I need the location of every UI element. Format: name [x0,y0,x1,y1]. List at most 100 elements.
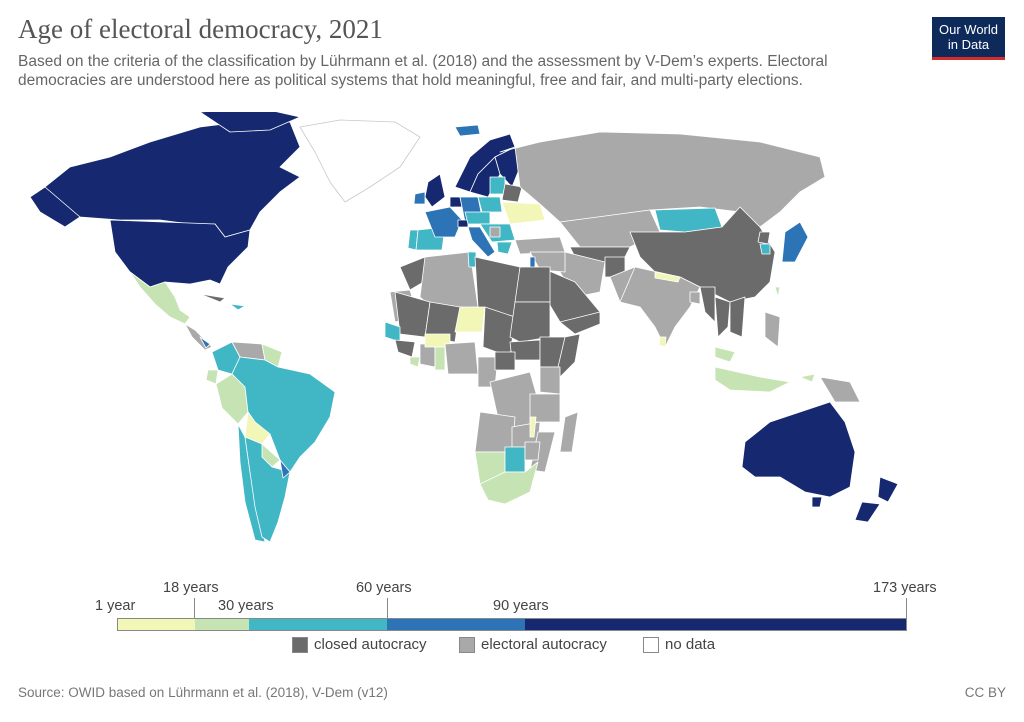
region-south-africa [479,461,539,505]
region-baltics [489,176,506,195]
region-car [494,351,516,371]
legend-tick-60 [387,598,388,618]
region-malawi [529,416,537,438]
legend-label-90-years: 90 years [493,598,549,614]
region-tasmania [811,496,823,508]
region-ivory-coast [419,343,436,368]
region-timor [799,373,816,383]
region-new-zealand-n [877,476,899,503]
region-ghana [434,346,446,371]
legend-color-scale[interactable] [117,618,907,631]
legend-segment-5 [525,619,906,630]
region-cuba [199,293,226,303]
region-vietnam [729,296,746,338]
region-switzerland [457,219,469,228]
region-poland [477,196,503,213]
region-serbia [489,226,501,238]
legend-electoral-autocracy[interactable]: electoral autocracy [459,636,607,653]
legend-segment-1 [118,619,195,630]
region-canada-arctic [199,112,301,133]
region-liberia-sierra [409,356,421,368]
owid-logo[interactable]: Our World in Data [932,17,1005,60]
region-france [424,206,463,238]
legend-electoral-autocracy-label: electoral autocracy [481,636,607,653]
region-somalia [557,333,581,378]
region-mexico [129,271,191,325]
legend-no-data[interactable]: no data [643,636,715,653]
region-alaska [29,186,81,228]
legend-closed-autocracy-label: closed autocracy [314,636,427,653]
logo-line-2: in Data [947,37,990,52]
legend-label-30-years: 30 years [218,598,274,614]
region-yemen-oman [559,311,601,335]
source-note: Source: OWID based on Lührmann et al. (2… [18,685,388,700]
legend-swatch-no-data [643,636,659,653]
region-malaysia [714,346,736,363]
region-japan [781,221,809,263]
legend-label-60-years: 60 years [356,580,412,596]
region-belarus [501,183,523,203]
region-senegal-gambia [384,321,401,343]
region-egypt [514,266,551,303]
legend-label-1-year: 1 year [95,598,136,614]
world-map[interactable] [0,112,1024,552]
legend-label-18-years: 18 years [163,580,219,596]
region-uruguay [279,459,291,479]
region-costa-rica [199,336,211,349]
region-bolivia [244,411,271,445]
region-angola [474,411,516,453]
region-png [819,376,861,403]
region-greenland [299,119,421,203]
chart-subtitle: Based on the criteria of the classificat… [18,53,828,89]
region-sudan [509,301,551,343]
legend-segment-4 [387,619,525,630]
legend-segment-2 [195,619,249,630]
region-ukraine [501,201,546,225]
region-argentina [244,436,291,543]
logo-line-1: Our World [939,22,998,37]
region-myanmar [699,286,716,323]
region-ireland [413,191,426,205]
region-philippines [764,311,781,348]
region-australia [741,401,856,498]
legend-no-data-label: no data [665,636,716,653]
region-thailand [714,296,731,338]
region-greece [496,241,513,255]
legend-segment-3 [249,619,387,630]
legend-tick-173 [906,598,907,618]
region-hispaniola [229,303,246,311]
region-zimbabwe [524,441,541,461]
legend-tick-18 [194,598,195,618]
region-korea-north [757,231,771,245]
region-iceland [454,124,481,137]
region-botswana [504,446,526,473]
region-india [619,266,701,348]
region-kenya [539,366,561,395]
region-sri-lanka [658,336,667,348]
region-guinea [394,339,416,358]
region-ecuador [205,369,219,385]
region-canada [44,121,301,238]
chart-title: Age of electoral democracy, 2021 [18,14,383,44]
region-taiwan [774,286,781,298]
region-turkey [514,236,566,255]
region-italy [467,226,496,258]
region-indonesia [714,366,791,393]
region-brazil [231,356,336,473]
region-niger [454,306,486,333]
legend-label-173-years: 173 years [873,580,937,596]
region-tanzania [529,393,561,423]
region-new-zealand-s [854,501,881,523]
region-madagascar [559,411,579,453]
legend-swatch-closed-autocracy [292,636,308,653]
region-korea-south [759,243,771,255]
region-nigeria [444,341,479,375]
license-link[interactable]: CC BY [964,685,1006,700]
region-czech-austria [464,211,491,225]
region-nepal [654,271,681,283]
region-uk [424,173,446,208]
region-bangladesh [689,291,701,305]
legend-swatch-electoral-autocracy [459,636,475,653]
region-mali [424,301,461,343]
legend-closed-autocracy[interactable]: closed autocracy [292,636,427,653]
